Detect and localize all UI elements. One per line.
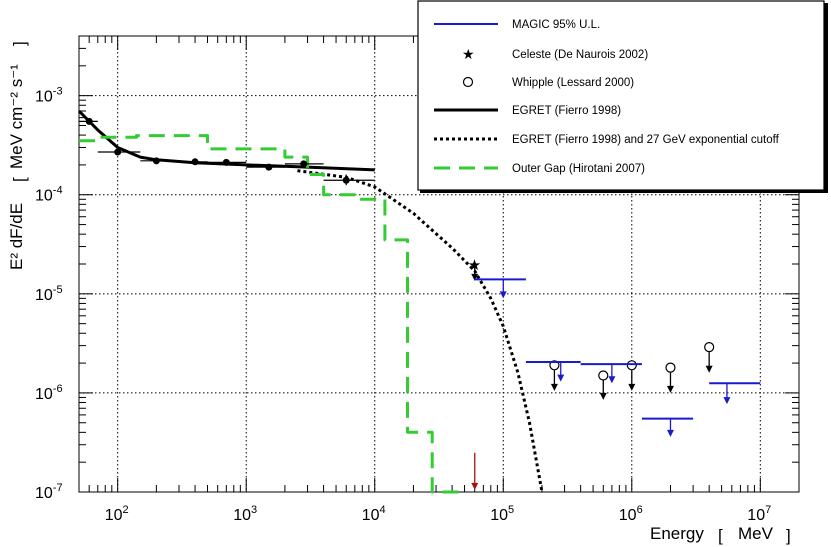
legend-label-whipple: Whipple (Lessard 2000) (512, 77, 634, 89)
magic-upper-limit-arrow-head (666, 429, 674, 437)
y-tick-exponent: -4 (53, 185, 63, 197)
x-axis-label: Energy (650, 524, 704, 543)
x-tick-label: 105 (490, 504, 514, 524)
x-tick-base: 10 (233, 507, 251, 524)
x-tick-label: 102 (105, 504, 129, 524)
legend-label-outer-gap: Outer Gap (Hirotani 2007) (512, 163, 645, 175)
whipple-upper-limit-arrow-head (599, 392, 607, 400)
y-tick-exponent: -6 (53, 383, 63, 395)
x-tick-exponent: 2 (122, 504, 128, 516)
legend-label-celeste: Celeste (De Naurois 2002) (512, 49, 648, 61)
whipple-upper-limit-arrow-head (705, 365, 713, 373)
x-tick-base: 10 (619, 507, 637, 524)
whipple-upper-limit-arrow-head (628, 383, 636, 391)
x-tick-exponent: 3 (251, 504, 257, 516)
red-upper-limit-arrow-head (471, 482, 479, 490)
x-tick-labels: 102 103 104 105 106 107 (105, 504, 772, 524)
magic-upper-limit-arrow-head (608, 376, 616, 384)
magic-upper-limit-arrow-head (723, 397, 731, 405)
legend-shadow-right (824, 3, 828, 192)
whipple-upper-limit-arrow-head (666, 385, 674, 393)
whipple-circle-marker (549, 360, 560, 371)
celeste-star-marker: ★ (468, 256, 481, 274)
x-tick-exponent: 5 (508, 504, 514, 516)
legend-label-egret-cutoff: EGRET (Fierro 1998) and 27 GeV exponenti… (512, 134, 780, 146)
egret-data-point (191, 158, 199, 166)
whipple-circle-marker (598, 370, 609, 381)
y-tick-base: 10 (35, 89, 53, 106)
egret-data-point (300, 160, 308, 168)
x-tick-label: 106 (619, 504, 643, 524)
x-tick-base: 10 (490, 507, 508, 524)
y-tick-label: 10-7 (35, 482, 63, 502)
y-tick-exponent: -7 (53, 482, 63, 494)
x-tick-exponent: 6 (637, 504, 643, 516)
whipple-upper-limit-arrow-head (550, 383, 558, 391)
y-tick-label: 10-5 (35, 284, 63, 304)
y-axis-title: E² dF/dE [ MeV cm⁻² s⁻¹ ] (7, 41, 29, 270)
y-tick-base: 10 (35, 485, 53, 502)
y-tick-label: 10-4 (35, 185, 63, 205)
egret-data-point (342, 176, 350, 184)
x-tick-label: 104 (362, 504, 386, 524)
x-tick-base: 10 (362, 507, 380, 524)
y-tick-base: 10 (35, 188, 53, 205)
x-tick-label: 107 (747, 504, 771, 524)
legend: MAGIC 95% U.L. ★ Celeste (De Naurois 200… (417, 0, 828, 193)
legend-shadow-bottom (420, 190, 828, 193)
y-unit-bracket-close: ] (10, 41, 29, 46)
y-tick-labels: 10-710-610-510-410-3 (35, 86, 63, 502)
legend-key-circle-icon (462, 76, 474, 88)
whipple-circle-marker (626, 360, 637, 371)
y-tick-base: 10 (35, 386, 53, 403)
grid (79, 36, 799, 493)
x-unit-bracket-close: ] (786, 526, 791, 545)
egret-data-point (222, 158, 230, 166)
series-layer: ★ (77, 109, 761, 494)
magic-upper-limit-arrow-head (499, 291, 507, 299)
magic-upper-limit-arrow-head (557, 374, 565, 382)
legend-key-star-icon: ★ (462, 47, 475, 63)
egret-data-point (85, 117, 93, 125)
legend-box (417, 0, 825, 191)
y-tick-label: 10-6 (35, 383, 63, 403)
x-tick-exponent: 4 (380, 504, 386, 516)
egret-data-point (114, 148, 122, 156)
y-tick-exponent: -3 (53, 86, 63, 98)
legend-label-egret: EGRET (Fierro 1998) (512, 105, 621, 117)
whipple-circle-marker (665, 362, 676, 373)
y-tick-base: 10 (35, 287, 53, 304)
x-tick-base: 10 (747, 507, 765, 524)
celeste-upper-limit-arrow-head (471, 273, 479, 281)
x-axis-title: Energy [ MeV ] (650, 524, 791, 545)
y-unit-bracket-open: [ (10, 177, 29, 182)
outer-gap-curve (79, 134, 465, 494)
legend-label-magic: MAGIC 95% U.L. (512, 19, 600, 31)
whipple-circle-marker (704, 341, 715, 353)
x-axis-unit: MeV (738, 524, 774, 543)
egret-data-point (152, 157, 160, 165)
x-tick-exponent: 7 (765, 504, 771, 516)
y-tick-label: 10-3 (35, 86, 63, 106)
y-tick-exponent: -5 (53, 284, 63, 296)
x-tick-label: 103 (233, 504, 257, 524)
x-unit-bracket-open: [ (718, 526, 723, 545)
y-axis-label: E² dF/dE (7, 203, 26, 270)
y-axis-unit: MeV cm⁻² s⁻¹ (7, 64, 26, 169)
x-tick-base: 10 (105, 507, 123, 524)
egret-data-point (265, 163, 273, 171)
